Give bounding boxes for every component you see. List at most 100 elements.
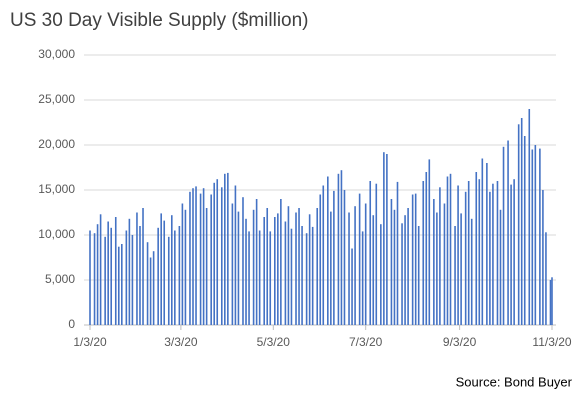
bar [396,181,399,325]
bar [549,280,552,325]
bar [104,236,106,325]
y-tick-label: 5,000 [45,272,75,286]
bar [163,220,166,325]
bar [192,188,194,325]
bar [467,181,470,325]
y-tick-label: 20,000 [38,137,75,151]
bar [160,213,162,325]
bar [121,244,123,325]
bar [231,203,234,325]
bar [305,233,308,325]
bar [227,172,229,325]
bar [496,181,499,325]
bar [125,230,128,325]
bar [322,185,325,325]
bar [117,246,120,325]
bar [298,208,300,325]
bar [139,226,141,325]
bar [534,145,537,325]
bar [414,193,417,325]
bar [386,154,388,325]
bar [425,172,428,325]
bar [195,186,197,325]
bar [475,172,478,325]
bar [327,176,329,325]
bar [551,277,553,325]
bar [499,209,502,325]
bar [220,187,223,325]
bar [486,163,488,325]
bar [354,206,356,325]
y-tick-label: 30,000 [38,47,75,61]
bar [89,230,91,325]
bar [170,215,173,325]
bar [422,181,425,325]
bar [545,232,547,325]
bar [167,236,170,325]
bar [252,209,255,325]
bar [433,199,435,325]
bar [213,182,216,325]
bar [542,190,544,325]
bar [110,227,113,325]
bar [361,231,364,325]
bar [507,140,509,325]
chart-title: US 30 Day Visible Supply ($million) [10,10,309,31]
bar [337,173,340,325]
bar [263,217,265,325]
x-tick-label: 7/3/20 [349,335,383,349]
bar [510,184,512,325]
x-tick-label: 9/3/20 [443,335,477,349]
x-tick-label: 1/3/20 [73,335,107,349]
bar [114,217,117,325]
y-tick-label: 10,000 [38,227,75,241]
x-tick-label: 11/3/20 [532,335,571,349]
bar [248,231,250,325]
bar [502,146,505,325]
bar [287,206,290,325]
bar [237,211,240,325]
bar [199,193,202,325]
bar [520,118,523,325]
bar [372,215,375,325]
bar [333,190,335,325]
bar [343,190,346,325]
bar [234,185,237,325]
bar [311,226,314,325]
bar [470,218,473,325]
bar [393,209,396,325]
bar [513,179,515,325]
bar [439,187,441,325]
bar [417,226,420,325]
bar [407,208,409,325]
bar [146,242,149,325]
bar [464,191,467,325]
bar [481,158,484,325]
bar [428,159,431,325]
bar [351,248,353,325]
bar [375,183,378,325]
bar [99,214,102,325]
bar [107,221,109,325]
y-tick-label: 15,000 [38,182,75,196]
bar [255,199,258,325]
bar [539,148,541,325]
bar [369,181,372,325]
bar [157,227,159,325]
x-tick-label: 5/3/20 [257,335,291,349]
bar [457,185,459,325]
bar [136,212,138,325]
bar [449,173,452,325]
bar [245,218,247,325]
bar [523,136,526,325]
bar [277,213,279,325]
bar [401,223,403,325]
bar [242,197,244,325]
y-tick-label: 0 [68,317,75,331]
bar [202,188,205,325]
bar [460,213,462,325]
bar [290,228,293,325]
bar [492,183,494,325]
bar [411,194,414,325]
